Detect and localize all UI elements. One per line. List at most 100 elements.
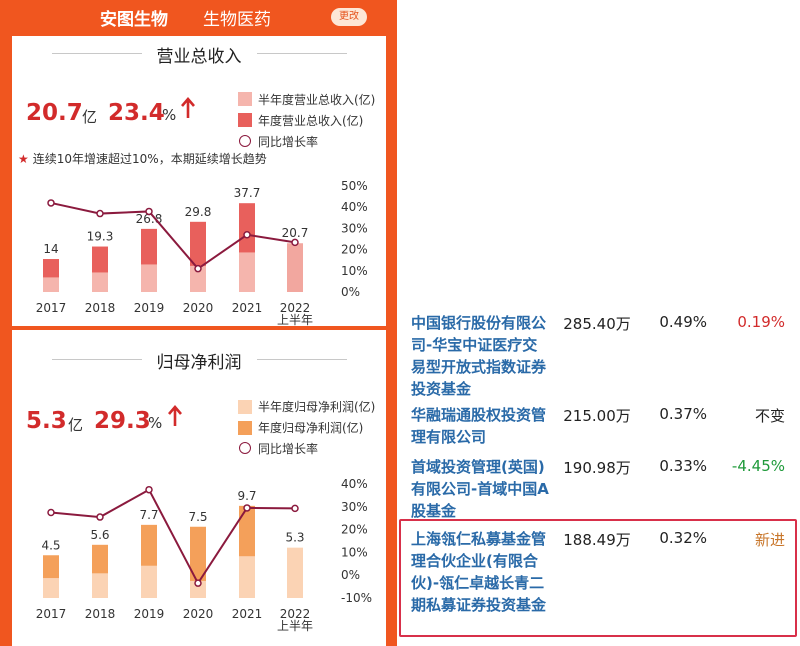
category-label: 2020 [183,607,214,621]
growth-point [145,207,153,216]
bar-value-label: 9.7 [237,489,256,503]
bar-value-label: 29.8 [185,205,212,219]
annual-bar [190,526,206,598]
category-label: 2019 [134,607,165,621]
category-label: 2021 [232,607,263,621]
right-axis-tick-label: 20% [341,243,368,257]
growth-line [50,201,296,271]
half-year-bar [190,580,206,598]
industry-name: 生物医药 [203,10,271,30]
table-row[interactable]: 华融瑞通股权投资管理有限公司 215.00万 0.37% 不变 [400,404,797,448]
growth-point [47,508,55,517]
category-label: 2022 [280,301,311,315]
legend-annual-label: 年度营业总收入(亿) [258,114,364,128]
right-axis-tick-label: 20% [341,523,368,537]
legend-half-label: 半年度归母净利润(亿) [258,400,376,414]
up-arrow-icon [168,405,182,426]
revenue-value-unit: 亿 [82,108,98,126]
bar-value-label: 5.3 [285,531,304,545]
profit-chart: 40% 30% 20% 10% 0% -10% 4.5 5.6 7.7 7.5 9.7 5.3 2017… [36,477,372,633]
legend-annual-label: 年度归母净利润(亿) [258,421,364,435]
revenue-chart: 50% 40% 30% 20% 10% 0% 14 19.3 26.8 29.8 37.7 20.7 2… [36,179,368,326]
legend-growth-circle-icon [239,442,251,454]
bar-value-label: 37.7 [234,186,261,200]
holder-percent: 0.37% [659,405,707,423]
right-axis-tick-label: 0% [341,285,360,299]
bar-value-label: 26.8 [136,212,163,226]
category-label: 2018 [85,301,116,315]
right-axis-tick-label: 0% [341,568,360,582]
holder-name[interactable]: 上海瓴仁私募基金管理合伙企业(有限合伙)-瓴仁卓越长青二期私募证券投资基金 [411,530,547,614]
panel-header: 安图生物 生物医药 更改 [0,0,397,34]
growth-point [243,504,251,512]
bar-value-label: 5.6 [90,528,109,542]
category-label-sub: 上半年 [277,619,313,633]
growth-point [194,579,202,587]
right-axis-tick-label: 30% [341,500,368,514]
half-year-bar [43,578,59,598]
category-label: 2018 [85,607,116,621]
half-year-bar [239,252,255,292]
profit-growth: 29.3 [94,408,151,434]
right-axis-tick-label: 50% [341,179,368,193]
growth-point [47,199,55,207]
profit-title: 归母净利润 [156,353,242,373]
bar-value-label: 14 [43,242,58,256]
company-name: 安图生物 [100,10,168,30]
legend-growth-circle-icon [239,135,251,147]
legend-half-label: 半年度营业总收入(亿) [258,93,376,107]
holder-percent: 0.32% [659,529,707,547]
right-axis-tick-label: 10% [341,264,368,278]
profit-value: 5.3 [26,408,67,434]
highlight-box [399,519,797,637]
holder-name[interactable]: 中国银行股份有限公司-华宝中证医疗交易型开放式指数证券投资基金 [411,314,547,398]
half-year-bar [287,243,303,292]
legend-half-swatch [238,400,252,414]
holder-change: 0.19% [737,313,785,331]
category-label: 2022 [280,607,311,621]
half-year-bar [141,264,157,292]
star-icon: ★ [18,152,29,166]
revenue-value: 20.7 [26,100,83,126]
table-row[interactable]: 中国银行股份有限公司-华宝中证医疗交易型开放式指数证券投资基金 285.40万 … [400,312,797,398]
holder-name[interactable]: 首域投资管理(英国)有限公司-首域中国A股基金 [411,458,549,520]
edit-button[interactable]: 更改 [331,8,367,26]
legend-growth-label: 同比增长率 [258,442,319,456]
legend-annual-swatch [238,421,252,435]
table-row[interactable]: 首域投资管理(英国)有限公司-首域中国A股基金 190.98万 0.33% -4… [400,456,797,520]
title-divider-right [257,359,347,360]
half-year-bar [287,547,303,598]
revenue-title: 营业总收入 [156,47,242,67]
profit-growth-unit: % [148,414,163,432]
category-label: 2020 [183,301,214,315]
holder-name[interactable]: 华融瑞通股权投资管理有限公司 [411,406,547,446]
holder-percent: 0.49% [659,313,707,331]
legend-growth-label: 同比增长率 [258,135,319,149]
up-arrow-icon [181,97,195,118]
revenue-card: 营业总收入 20.7 亿 23.4 % 半年度营业总收入(亿) 年度营业总收入(… [12,36,386,326]
revenue-note: ★ 连续10年增速超过10%，本期延续增长趋势 [18,150,267,167]
revenue-growth: 23.4 [108,100,165,126]
holder-change: -4.45% [731,457,785,475]
growth-point [194,264,202,273]
holder-shares: 190.98万 [563,459,631,477]
holder-shares: 188.49万 [563,531,631,549]
bar-value-label: 7.7 [139,508,158,522]
right-axis-tick-label: 30% [341,221,368,235]
growth-point [145,485,153,494]
holder-change: 新进 [754,531,785,549]
category-label: 2017 [36,301,67,315]
category-label: 2021 [232,301,263,315]
table-row[interactable]: 上海瓴仁私募基金管理合伙企业(有限合伙)-瓴仁卓越长青二期私募证券投资基金 18… [400,528,797,632]
bar-value-label: 4.5 [41,538,60,552]
bar-value-label: 7.5 [188,510,207,524]
growth-point [291,238,299,247]
category-label: 2019 [134,301,165,315]
growth-point [96,513,104,521]
holder-percent: 0.33% [659,457,707,475]
bar-value-label: 19.3 [87,230,114,244]
title-divider-left [52,53,142,54]
bar-value-label: 20.7 [282,226,309,240]
stock-info-panel: 安图生物 生物医药 更改 营业总收入 20.7 亿 23.4 % 半年度营业总收… [0,0,397,646]
right-axis-tick-label: -10% [341,591,372,605]
